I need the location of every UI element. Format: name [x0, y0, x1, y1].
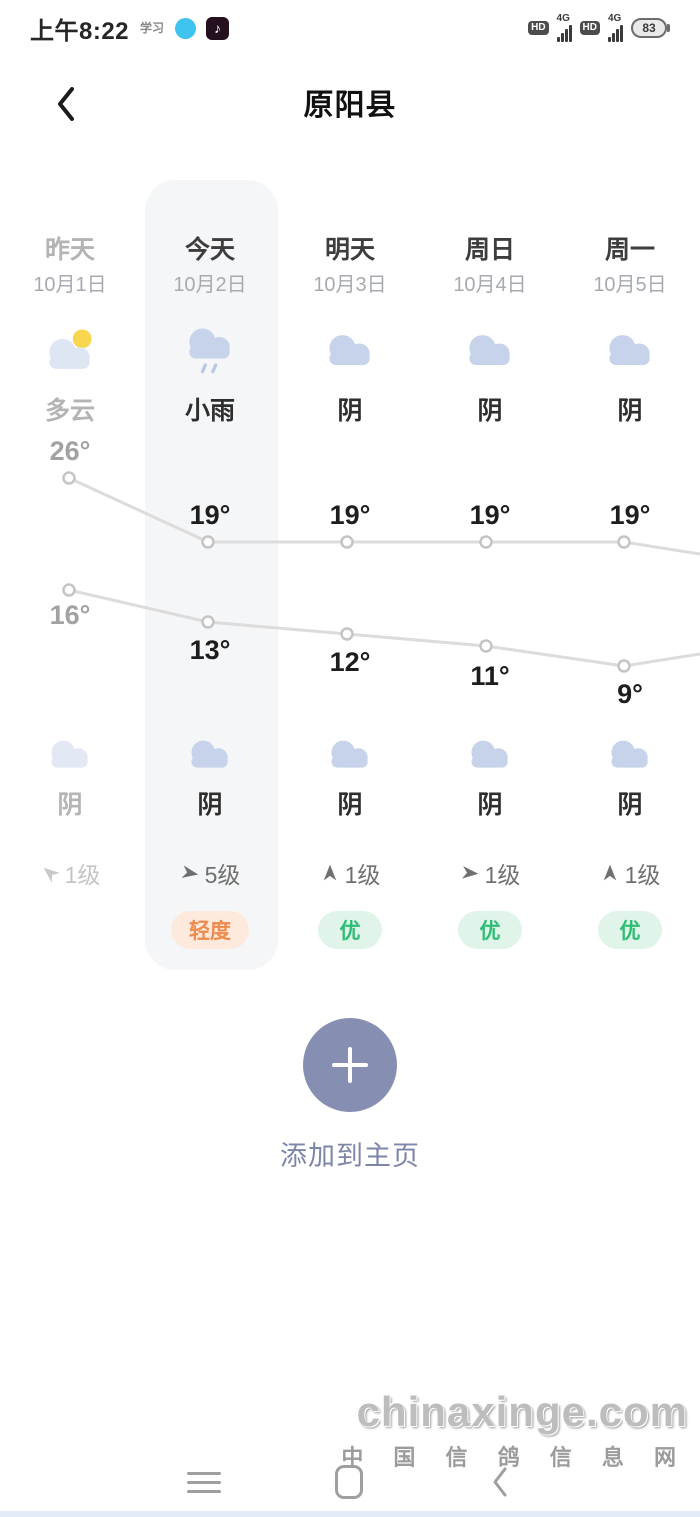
cloud-icon: [560, 318, 700, 384]
today-column-highlight[interactable]: [145, 180, 278, 970]
night-condition: 阴: [197, 791, 223, 819]
plus-icon: [332, 1047, 368, 1083]
add-to-home-button[interactable]: [303, 1018, 397, 1112]
day-name[interactable]: 明天: [324, 236, 375, 264]
low-temp: 16°: [49, 600, 91, 630]
hd-volte-icon: HD: [528, 21, 549, 35]
wind-direction-icon: [181, 865, 199, 881]
low-temp: 11°: [470, 661, 510, 691]
wind-level: 5级: [204, 862, 241, 888]
low-temp: 9°: [617, 679, 643, 709]
night-condition: 阴: [617, 791, 643, 819]
night-condition: 阴: [57, 791, 83, 819]
low-temp: 12°: [329, 647, 371, 677]
chat-bubble-icon: [175, 17, 197, 39]
aqi-badge[interactable]: 轻度: [171, 911, 249, 949]
cloud-icon: [0, 726, 140, 784]
home-square-icon: [335, 1465, 363, 1499]
cloud-icon: [420, 318, 560, 384]
aqi-badge[interactable]: 优: [318, 911, 382, 949]
night-condition: 阴: [337, 791, 363, 819]
day-condition: 阴: [617, 397, 643, 425]
wind-direction-icon: [39, 862, 60, 883]
wind-direction-icon: [323, 864, 336, 881]
temperature-chart: 26° 19° 19° 19° 19° 16° 13° 12° 11° 9°: [0, 436, 700, 720]
day-name[interactable]: 昨天: [44, 236, 95, 264]
day-condition: 阴: [477, 397, 503, 425]
wind-level: 1级: [624, 862, 661, 888]
hd-volte-icon: HD: [579, 21, 600, 35]
day-date: 10月5日: [593, 273, 667, 296]
day-name[interactable]: 周日: [464, 236, 515, 264]
date-row: 10月1日 10月2日 10月3日 10月4日 10月5日: [0, 268, 700, 296]
high-temp: 19°: [609, 500, 651, 530]
temperature-lines: [62, 471, 700, 673]
high-temp: 19°: [189, 500, 231, 530]
wind-direction-icon: [603, 864, 616, 881]
cloud-icon: [560, 726, 700, 784]
chevron-left-icon: [58, 87, 74, 121]
wind-level: 1级: [484, 862, 521, 888]
day-date: 10月4日: [453, 273, 527, 296]
chevron-left-icon: [493, 1467, 507, 1497]
day-condition: 阴: [337, 397, 363, 425]
douyin-icon: ♪: [206, 16, 230, 40]
cloud-icon: [280, 726, 420, 784]
battery-percent: 83: [631, 18, 667, 38]
home-button[interactable]: [327, 1460, 371, 1504]
cloud-icon: [420, 726, 560, 784]
wind-direction-icon: [461, 866, 479, 880]
day-icon-row: [0, 318, 700, 384]
clock: 上午8:22: [30, 17, 130, 45]
wind-level: 1级: [344, 862, 381, 888]
back-button[interactable]: [48, 84, 84, 124]
day-name[interactable]: 周一: [604, 236, 655, 264]
night-condition-row: 阴 阴 阴 阴 阴: [0, 786, 700, 820]
aqi-badge[interactable]: 优: [458, 911, 522, 949]
day-name[interactable]: 今天: [184, 236, 235, 264]
day-name-row: 昨天 今天 明天 周日 周一: [0, 228, 700, 268]
aqi-row: 轻度 优 优 优: [0, 908, 700, 952]
night-condition: 阴: [477, 791, 503, 819]
aqi-badge[interactable]: 优: [598, 911, 662, 949]
app-header: 原阳县: [0, 68, 700, 138]
bottom-accent-strip: [0, 1511, 700, 1517]
watermark-domain: chinaxinge.com: [356, 1388, 688, 1435]
android-nav-bar: [0, 1452, 700, 1512]
cloud-icon: [280, 318, 420, 384]
day-date: 10月3日: [313, 273, 387, 296]
day-date: 10月1日: [33, 273, 107, 296]
sun-cloud-icon: [0, 318, 140, 384]
day-condition: 多云: [44, 397, 95, 425]
wind-level: 1级: [64, 862, 101, 888]
status-bar: 上午8:22 学习 ♪ HD 4G HD 4G 83: [0, 0, 700, 56]
low-temp: 13°: [189, 635, 231, 665]
battery-icon: 83: [631, 18, 670, 38]
wind-row: 1级 5级 1级 1级 1级: [0, 854, 700, 892]
add-to-home-label: 添加到主页: [280, 1141, 420, 1171]
menu-icon: [187, 1471, 221, 1493]
high-temp: 26°: [49, 436, 91, 466]
day-condition: 小雨: [184, 397, 235, 425]
night-icon-row: [0, 726, 700, 784]
day-condition-row: 多云 小雨 阴 阴 阴: [0, 392, 700, 426]
cloud-icon: [140, 726, 280, 784]
five-day-forecast: 昨天 今天 明天 周日 周一 10月1日 10月2日 10月3日 10月4日 1…: [0, 180, 700, 970]
signal-bars-icon: 4G: [556, 13, 572, 42]
signal-bars-icon: 4G: [608, 13, 623, 42]
high-temp: 19°: [329, 500, 371, 530]
page-title: 原阳县: [303, 89, 397, 122]
add-section: 添加到主页: [0, 1018, 700, 1173]
rain-cloud-icon: [140, 318, 280, 384]
recents-button[interactable]: [182, 1460, 226, 1504]
high-temp: 19°: [469, 500, 511, 530]
day-date: 10月2日: [173, 273, 247, 296]
nav-back-button[interactable]: [478, 1460, 522, 1504]
xuexi-app-icon: 学习: [140, 20, 165, 35]
